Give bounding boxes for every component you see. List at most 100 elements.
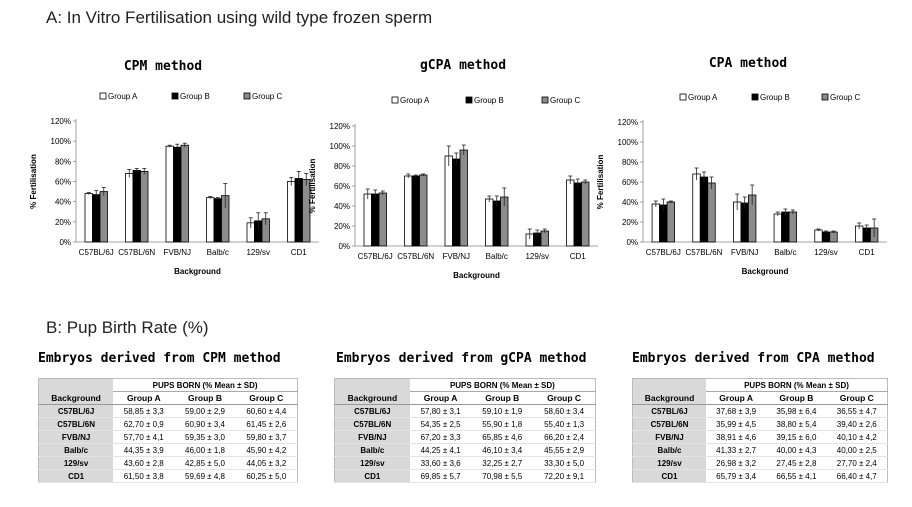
legend-label: Group A [688,93,718,102]
bar [788,211,797,243]
table-cell: 46,00 ± 1,8 [174,443,236,457]
x-tick-label: Balb/c [207,248,229,257]
table-cell: 36,55 ± 4,7 [826,404,888,418]
bar [180,144,189,243]
x-tick-label: Balb/c [486,252,508,261]
table-row: CD1 61,50 ± 3,8 59,69 ± 4,8 60,25 ± 5,0 [38,469,298,483]
row-label: 129/sv [334,456,410,470]
bar [411,175,420,247]
pups-table-gcpa: PUPS BORN (% Mean ± SD) Background Group… [334,378,596,483]
bar [829,231,838,243]
table-cell: 27,45 ± 2,8 [766,456,827,470]
bar [419,174,428,247]
table-row: Balb/c 41,33 ± 2,7 40,00 ± 4,3 40,00 ± 2,5 [632,443,888,457]
x-tick-label: CD1 [291,248,308,257]
chart-title: gCPA method [420,58,506,73]
bar [581,181,590,247]
table-row: C57BL/6J 37,68 ± 3,9 35,98 ± 6,4 36,55 ± 4,… [632,404,888,418]
table-row: CD1 69,85 ± 5,7 70,98 ± 5,5 72,20 ± 9,1 [334,469,596,483]
bar [707,182,716,243]
column-header: Group B [174,391,236,405]
column-header: Background [334,391,410,405]
legend-label: Group B [180,92,210,101]
bar [213,198,222,243]
bar [173,146,182,243]
table-cell: 44,05 ± 3,2 [235,456,298,470]
bar [140,171,149,243]
column-header: Group B [766,391,827,405]
table-header: PUPS BORN (% Mean ± SD) [706,378,888,392]
y-tick-label: 100% [330,142,350,151]
table-cell: 40,00 ± 4,3 [766,443,827,457]
row-label: 129/sv [38,456,114,470]
row-label: C57BL/6N [38,417,114,431]
table-cell: 58,85 ± 3,3 [113,404,175,418]
table-cell: 26,98 ± 3,2 [706,456,767,470]
row-label: FVB/NJ [334,430,410,444]
bar [692,173,701,243]
table-cell: 41,33 ± 2,7 [706,443,767,457]
table-cell: 70,98 ± 5,5 [471,469,534,483]
bar [573,182,582,247]
table-corner [38,378,114,392]
y-tick-label: 60% [334,182,350,191]
bar [699,176,709,243]
legend-label: Group B [760,93,790,102]
table-cell: 59,35 ± 3,0 [174,430,236,444]
table-corner [632,378,707,392]
bar [125,173,134,243]
y-tick-label: 80% [622,158,638,167]
bar [651,203,660,243]
y-tick-label: 120% [51,117,71,126]
column-header: Group C [826,391,888,405]
table-cell: 72,20 ± 9,1 [533,469,596,483]
table-cell: 61,50 ± 3,8 [113,469,175,483]
bar [485,198,494,247]
x-axis-label: Background [174,267,221,276]
x-tick-label: C57BL/6J [79,248,114,257]
table-cell: 27,70 ± 2,4 [826,456,888,470]
charts-canvas: CPM method Group A Group B Group C 0% 20% 40% 6… [29,56,887,280]
legend-swatch [465,96,473,104]
table-cell: 46,10 ± 3,4 [471,443,534,457]
table-cell: 55,90 ± 1,8 [471,417,534,431]
x-tick-label: 129/sv [246,248,270,257]
y-tick-label: 20% [334,222,350,231]
table-cell: 38,91 ± 4,6 [706,430,767,444]
table-cell: 33,60 ± 3,6 [409,456,472,470]
table-cell: 59,80 ± 3,7 [235,430,298,444]
table-row: C57BL/6J 58,85 ± 3,3 59,00 ± 2,9 60,60 ± 4,… [38,404,298,418]
table-cell: 60,60 ± 4,4 [235,404,298,418]
y-tick-label: 100% [51,137,71,146]
table-title-gcpa: Embryos derived from gCPA method [336,351,587,366]
legend-swatch [751,93,759,101]
y-tick-label: 60% [55,178,71,187]
x-tick-label: CD1 [859,248,876,257]
bar [566,179,575,247]
y-tick-label: 40% [55,198,71,207]
bar [781,211,790,243]
x-tick-label: Balb/c [774,248,796,257]
table-cell: 39,40 ± 2,6 [826,417,888,431]
y-tick-label: 20% [55,218,71,227]
bar [459,149,468,247]
x-tick-label: FVB/NJ [731,248,759,257]
table-row: C57BL/6N 35,99 ± 4,5 38,80 ± 5,4 39,40 ± 2,… [632,417,888,431]
table-row: Balb/c 44,25 ± 4,1 46,10 ± 3,4 45,55 ± 2,9 [334,443,596,457]
table-cell: 33,30 ± 5,0 [533,456,596,470]
bar [666,201,675,243]
bar [206,197,215,243]
table-row: FVB/NJ 57,70 ± 4,1 59,35 ± 3,0 59,80 ± 3,7 [38,430,298,444]
table-corner [334,378,410,392]
table-row: 129/sv 43,60 ± 2,8 42,85 ± 5,0 44,05 ± 3,2 [38,456,298,470]
table-cell: 59,00 ± 2,9 [174,404,236,418]
row-label: CD1 [38,469,114,483]
y-tick-label: 0% [338,242,350,251]
table-cell: 67,20 ± 3,3 [409,430,472,444]
table-cell: 40,00 ± 2,5 [826,443,888,457]
table-cell: 65,79 ± 3,4 [706,469,767,483]
table-cell: 62,70 ± 0,9 [113,417,175,431]
x-tick-label: C57BL/6N [397,252,434,261]
table-cell: 69,85 ± 5,7 [409,469,472,483]
legend-label: Group C [252,92,282,101]
